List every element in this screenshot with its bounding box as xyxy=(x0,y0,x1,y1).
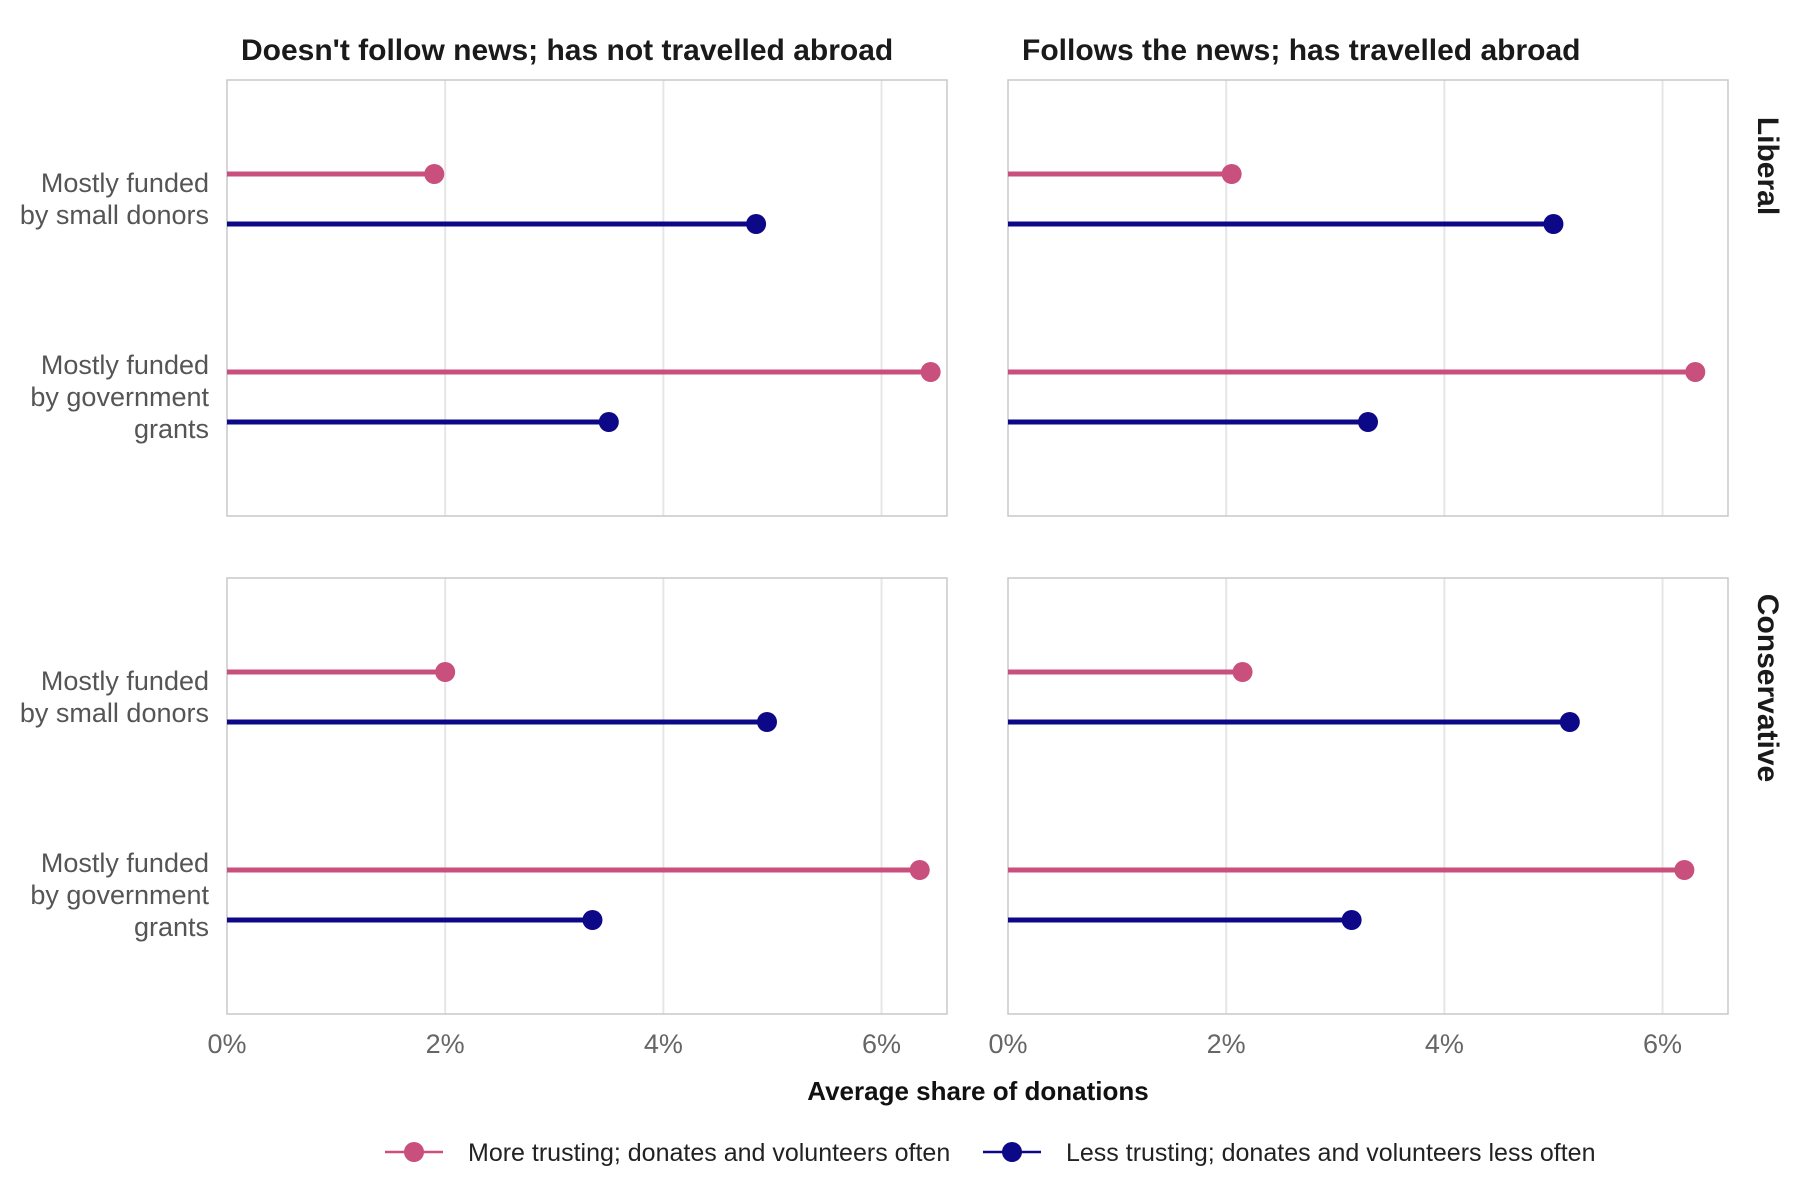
panel-title-col-1: Doesn't follow news; has not travelled a… xyxy=(241,34,893,67)
panel-border xyxy=(226,79,948,517)
panel-border xyxy=(1007,79,1729,517)
y-tick-label: by government xyxy=(30,880,209,910)
y-tick-label: Mostly funded xyxy=(41,168,209,198)
x-tick-label: 0% xyxy=(207,1029,246,1059)
y-tick-label: by government xyxy=(30,382,209,412)
y-tick-label: by small donors xyxy=(20,200,209,230)
y-tick-label: Mostly funded xyxy=(41,350,209,380)
strip-label-liberal: Liberal xyxy=(1751,117,1784,215)
lollipop-point xyxy=(909,860,930,880)
strip-label-conservative: Conservative xyxy=(1751,594,1784,782)
lollipop-point xyxy=(1685,362,1706,382)
y-tick-label: Mostly funded xyxy=(41,666,209,696)
legend-key-dot xyxy=(1002,1142,1022,1162)
legend-label: Less trusting; donates and volunteers le… xyxy=(1066,1139,1596,1167)
lollipop-point xyxy=(746,214,767,234)
lollipop-point xyxy=(1543,214,1564,234)
y-tick-label: by small donors xyxy=(20,698,209,728)
x-tick-label: 4% xyxy=(1425,1029,1464,1059)
lollipop-point xyxy=(1358,412,1378,432)
lollipop-point xyxy=(1341,910,1362,930)
x-tick-label: 6% xyxy=(862,1029,901,1059)
x-tick-label: 6% xyxy=(1643,1029,1682,1059)
y-tick-label: Mostly funded xyxy=(41,848,209,878)
legend-label: More trusting; donates and volunteers of… xyxy=(468,1139,950,1167)
x-tick-label: 2% xyxy=(1207,1029,1246,1059)
lollipop-point xyxy=(920,362,941,382)
lollipop-point xyxy=(435,662,456,682)
panel-border xyxy=(1007,577,1729,1015)
lollipop-point xyxy=(598,412,619,432)
x-tick-label: 0% xyxy=(988,1029,1027,1059)
legend-key-dot xyxy=(404,1142,424,1162)
lollipop-point xyxy=(582,910,603,930)
lollipop-point xyxy=(1232,662,1253,682)
lollipop-point xyxy=(757,712,777,732)
y-tick-label: grants xyxy=(134,414,209,444)
x-axis-title: Average share of donations xyxy=(807,1076,1148,1106)
x-tick-label: 4% xyxy=(644,1029,683,1059)
panel-title-col-2: Follows the news; has travelled abroad xyxy=(1022,34,1580,67)
lollipop-point xyxy=(1221,164,1242,184)
lollipop-point xyxy=(1674,860,1695,880)
x-tick-label: 2% xyxy=(426,1029,465,1059)
y-tick-label: grants xyxy=(134,912,209,942)
panel-border xyxy=(226,577,948,1015)
lollipop-point xyxy=(1559,712,1580,732)
lollipop-point xyxy=(424,164,445,184)
